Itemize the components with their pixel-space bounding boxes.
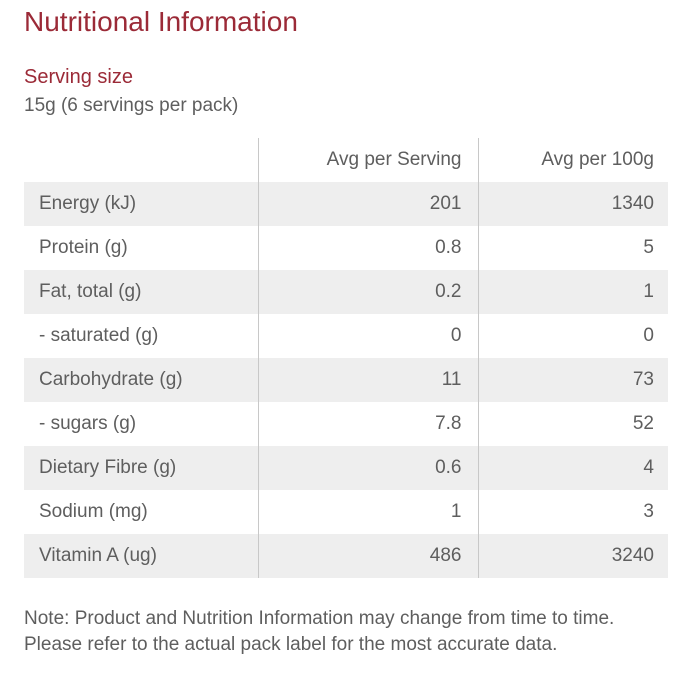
per-serving-value: 11 bbox=[257, 358, 478, 402]
per-100g-value: 1 bbox=[477, 270, 668, 314]
serving-size-value: 15g (6 servings per pack) bbox=[24, 95, 239, 116]
nutrient-name: Dietary Fibre (g) bbox=[24, 446, 258, 490]
nutrient-name: Sodium (mg) bbox=[39, 501, 148, 522]
disclaimer-note: Note: Product and Nutrition Information … bbox=[24, 608, 615, 655]
table-row: Dietary Fibre (g) 0.6 4 bbox=[24, 446, 668, 490]
nutrient-name: Fat, total (g) bbox=[24, 270, 258, 314]
per-serving-value: 201 bbox=[257, 182, 478, 226]
per-serving-value: 1 bbox=[257, 490, 478, 534]
table-row: - sugars (g) 7.8 52 bbox=[24, 402, 668, 446]
header-row: Avg per Serving Avg per 100g bbox=[24, 138, 668, 182]
header-avg-per-serving: Avg per Serving bbox=[257, 138, 478, 182]
table-row: Protein (g) 0.8 5 bbox=[24, 226, 668, 270]
per-100g-value: 4 bbox=[477, 446, 668, 490]
nutrition-table-header: Avg per Serving Avg per 100g bbox=[24, 138, 668, 182]
per-serving-value: 7.8 bbox=[257, 402, 478, 446]
header-avg-per-100g: Avg per 100g bbox=[477, 138, 668, 182]
per-100g-value: 1340 bbox=[477, 182, 668, 226]
header-nutrient bbox=[24, 138, 258, 182]
serving-size-heading: Serving size bbox=[24, 66, 133, 88]
table-row: Carbohydrate (g) 11 73 bbox=[24, 358, 668, 402]
per-serving-value: 0 bbox=[257, 314, 478, 358]
nutrient-name: Carbohydrate (g) bbox=[24, 358, 258, 402]
nutrient-name: Vitamin A (ug) bbox=[24, 534, 258, 578]
per-100g-value: 52 bbox=[477, 402, 668, 446]
per-serving-value: 0.6 bbox=[257, 446, 478, 490]
per-serving-value: 0.8 bbox=[257, 226, 478, 270]
page-title: Nutritional Information bbox=[24, 6, 298, 37]
per-100g-value: 5 bbox=[477, 226, 668, 270]
per-100g-value: 3240 bbox=[477, 534, 668, 578]
nutrient-name: Protein (g) bbox=[39, 237, 128, 258]
nutrition-table: Avg per Serving Avg per 100g Energy (kJ)… bbox=[24, 138, 668, 578]
per-100g-value: 0 bbox=[477, 314, 668, 358]
table-row: Fat, total (g) 0.2 1 bbox=[24, 270, 668, 314]
per-serving-value: 486 bbox=[257, 534, 478, 578]
per-100g-value: 3 bbox=[477, 490, 668, 534]
table-row: - saturated (g) 0 0 bbox=[24, 314, 668, 358]
nutrient-name: - sugars (g) bbox=[39, 413, 137, 434]
nutrient-name: - saturated (g) bbox=[39, 325, 159, 346]
nutrient-name: Energy (kJ) bbox=[24, 182, 258, 226]
nutrition-table-body: Energy (kJ) 201 1340 Protein (g) 0.8 5 F… bbox=[24, 182, 668, 578]
table-row: Vitamin A (ug) 486 3240 bbox=[24, 534, 668, 578]
per-100g-value: 73 bbox=[477, 358, 668, 402]
per-serving-value: 0.2 bbox=[257, 270, 478, 314]
table-row: Sodium (mg) 1 3 bbox=[24, 490, 668, 534]
table-row: Energy (kJ) 201 1340 bbox=[24, 182, 668, 226]
